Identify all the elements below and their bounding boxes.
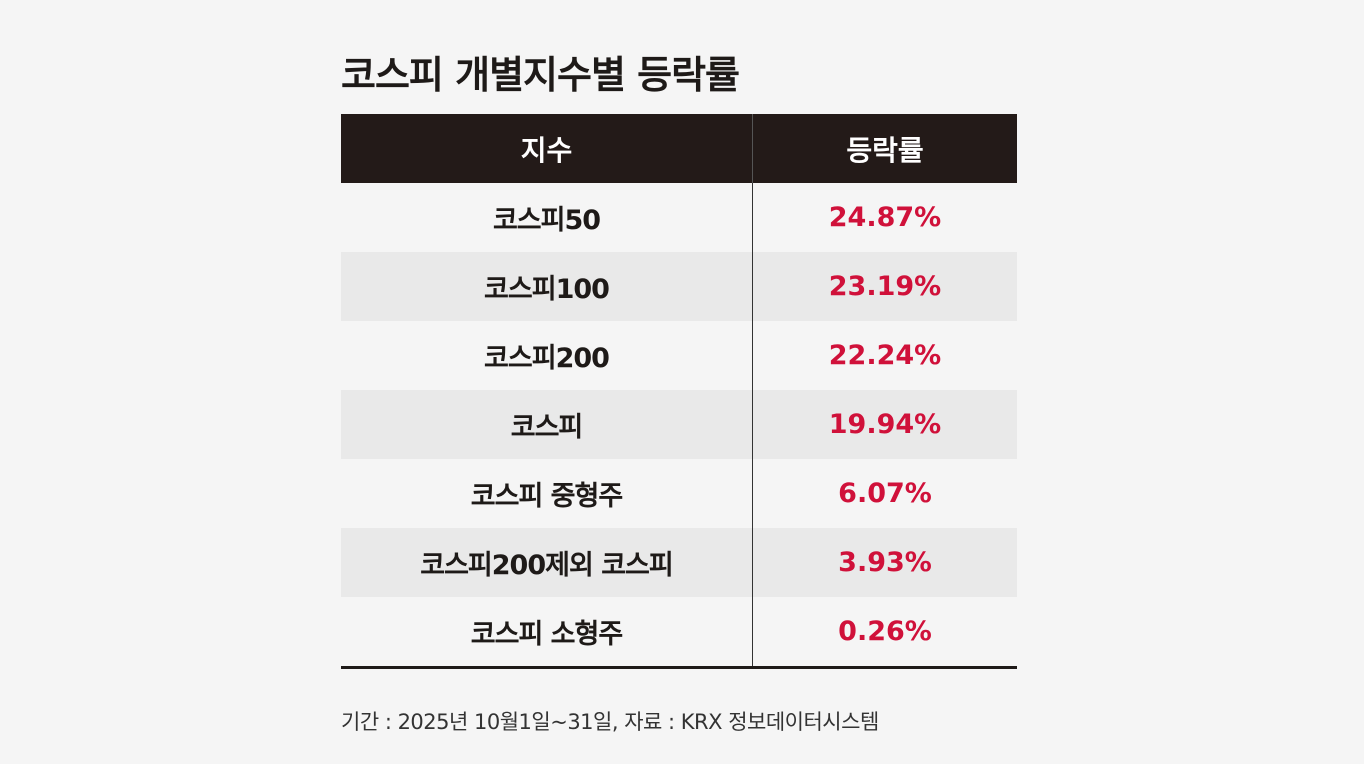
column-header-index: 지수 xyxy=(341,114,753,183)
table-row: 코스피200제외 코스피 3.93% xyxy=(341,528,1017,597)
column-header-change-rate: 등락률 xyxy=(846,133,924,167)
table-row: 코스피 중형주 6.07% xyxy=(341,459,1017,528)
index-name: 코스피 소형주 xyxy=(341,597,753,666)
index-name: 코스피200제외 코스피 xyxy=(341,528,753,597)
change-rate-value: 22.24% xyxy=(828,340,942,371)
index-name: 코스피 xyxy=(341,390,753,459)
table-row: 코스피 19.94% xyxy=(341,390,1017,459)
table-row: 코스피 소형주 0.26% xyxy=(341,597,1017,666)
index-name: 코스피200 xyxy=(341,321,753,390)
change-rate-value: 3.93% xyxy=(838,547,932,578)
index-change-table: 지수 등락률 코스피50 24.87% 코스피100 23.19% 코스피200 22.2… xyxy=(341,114,1017,669)
change-rate-value: 6.07% xyxy=(838,478,932,509)
index-name: 코스피100 xyxy=(341,252,753,321)
table-row: 코스피200 22.24% xyxy=(341,321,1017,390)
table-row: 코스피50 24.87% xyxy=(341,183,1017,252)
source-note: 기간 : 2025년 10월1일~31일, 자료 : KRX 정보데이터시스템 xyxy=(341,710,879,734)
index-name: 코스피 중형주 xyxy=(341,459,753,528)
index-name: 코스피50 xyxy=(341,183,753,252)
change-rate-value: 19.94% xyxy=(828,409,942,440)
table-header: 지수 등락률 xyxy=(341,114,1017,183)
table-body: 코스피50 24.87% 코스피100 23.19% 코스피200 22.24% 코스피 19… xyxy=(341,183,1017,666)
change-rate-value: 23.19% xyxy=(828,271,942,302)
change-rate-value: 24.87% xyxy=(828,202,942,233)
page-title: 코스피 개별지수별 등락률 xyxy=(341,53,740,97)
change-rate-value: 0.26% xyxy=(838,616,932,647)
table-row: 코스피100 23.19% xyxy=(341,252,1017,321)
